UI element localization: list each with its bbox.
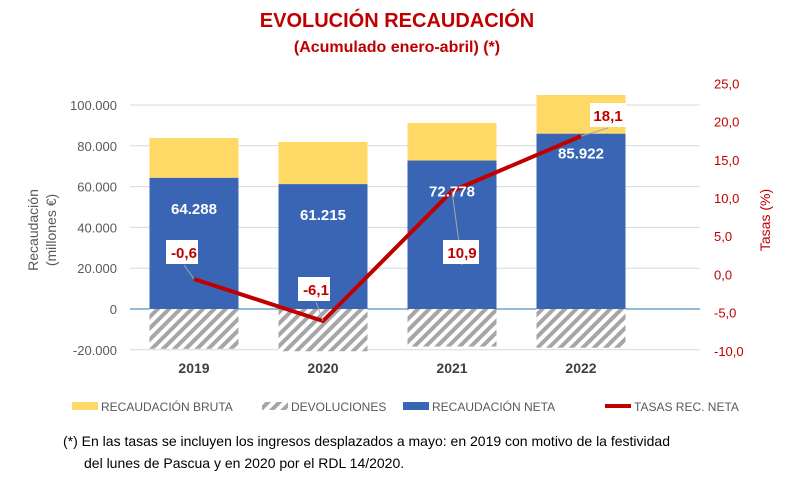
x-tick-label: 2021 (436, 360, 467, 376)
bar-devoluciones (278, 309, 368, 352)
legend-swatch (72, 402, 98, 410)
y-tick-label: 0 (110, 302, 117, 317)
bar-recaudacion-neta (536, 133, 626, 309)
y2-tick-label: 10,0 (714, 191, 739, 206)
x-tick-label: 2022 (565, 360, 596, 376)
rate-label-box (298, 277, 330, 301)
legend-swatch (262, 402, 288, 410)
bar-devoluciones (536, 309, 626, 348)
rate-value-label: 18,1 (593, 108, 622, 125)
y2-tick-label: -5,0 (714, 306, 736, 321)
line-tasas-rec-neta (193, 134, 582, 324)
rate-value-label: -6,1 (303, 282, 329, 299)
legend-swatch (605, 404, 631, 408)
footnote-line2: del lunes de Pascua y en 2020 por el RDL… (84, 455, 404, 471)
bar-recaudacion-bruta (407, 122, 497, 161)
y2-axis-label: Tasas (%) (757, 189, 773, 251)
footnote-line1: (*) En las tasas se incluyen los ingreso… (63, 433, 670, 449)
x-tick-label: 2020 (307, 360, 338, 376)
y-axis-label-line1: Recaudación (25, 189, 41, 271)
net-value-label: 64.288 (171, 201, 217, 218)
legend-label: DEVOLUCIONES (291, 400, 386, 414)
net-value-label: 85.922 (558, 146, 604, 163)
y-tick-label: 20.000 (77, 261, 117, 276)
y2-tick-label: 15,0 (714, 153, 739, 168)
rate-label-box (590, 103, 626, 127)
y-tick-label: -20.000 (73, 343, 117, 358)
y2-tick-label: 20,0 (714, 115, 739, 130)
y2-tick-label: 25,0 (714, 76, 739, 91)
legend-label: TASAS REC. NETA (634, 400, 739, 414)
y2-tick-label: -10,0 (714, 344, 744, 359)
legend-label: RECAUDACIÓN BRUTA (101, 399, 233, 414)
bar-recaudacion-bruta (149, 138, 239, 178)
y-tick-label: 80.000 (77, 139, 117, 154)
chart-title: EVOLUCIÓN RECAUDACIÓN (260, 8, 534, 32)
y-tick-label: 60.000 (77, 180, 117, 195)
leader-line (315, 301, 324, 322)
y-axis-label-line2: (millones €) (43, 194, 59, 266)
net-value-label: 61.215 (300, 207, 346, 224)
x-tick-label: 2019 (178, 360, 209, 376)
bar-recaudacion-neta (407, 160, 497, 309)
legend-label: RECAUDACIÓN NETA (432, 399, 555, 414)
rate-label-box (166, 240, 198, 264)
bar-devoluciones (407, 309, 497, 347)
rate-value-label: 10,9 (447, 245, 476, 262)
rate-label-box (443, 240, 479, 264)
legend-swatch (403, 402, 429, 410)
leader-line (580, 127, 609, 137)
bar-devoluciones (149, 309, 239, 349)
rate-value-label: -0,6 (171, 245, 197, 262)
y-tick-label: 100.000 (70, 98, 117, 113)
y-tick-label: 40.000 (77, 220, 117, 235)
leader-line (183, 264, 195, 280)
bar-recaudacion-bruta (278, 141, 368, 185)
chart-subtitle: (Acumulado enero-abril) (*) (294, 39, 500, 56)
y2-tick-label: 5,0 (714, 229, 732, 244)
y2-tick-label: 0,0 (714, 267, 732, 282)
